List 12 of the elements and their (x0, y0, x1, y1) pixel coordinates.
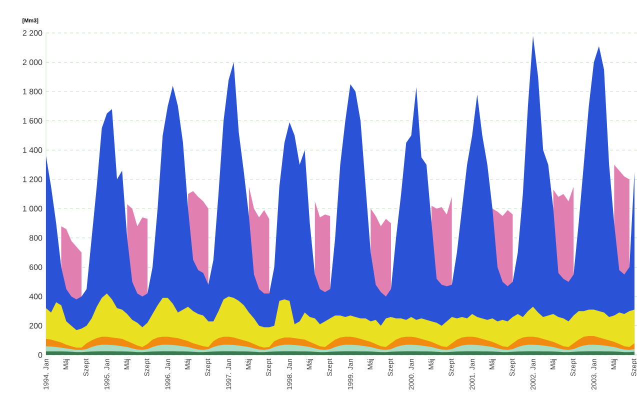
y-tick-label: 2 200 (22, 30, 42, 36)
y-tick-label: 1 200 (23, 176, 42, 182)
y-tick-label: 800 (29, 235, 42, 241)
y-tick-label: 2 000 (22, 59, 42, 66)
y-tick-label: 1 000 (23, 206, 42, 212)
y-tick-label: 400 (29, 294, 42, 300)
y-tick-label: 600 (30, 264, 42, 270)
y-tick-label: 1 800 (23, 88, 42, 94)
y-tick-label: 1 600 (23, 118, 42, 124)
y-tick-label: 0 (38, 352, 42, 358)
y-tick-label: 200 (30, 322, 42, 329)
y-tick-label: 1 400 (23, 147, 42, 153)
